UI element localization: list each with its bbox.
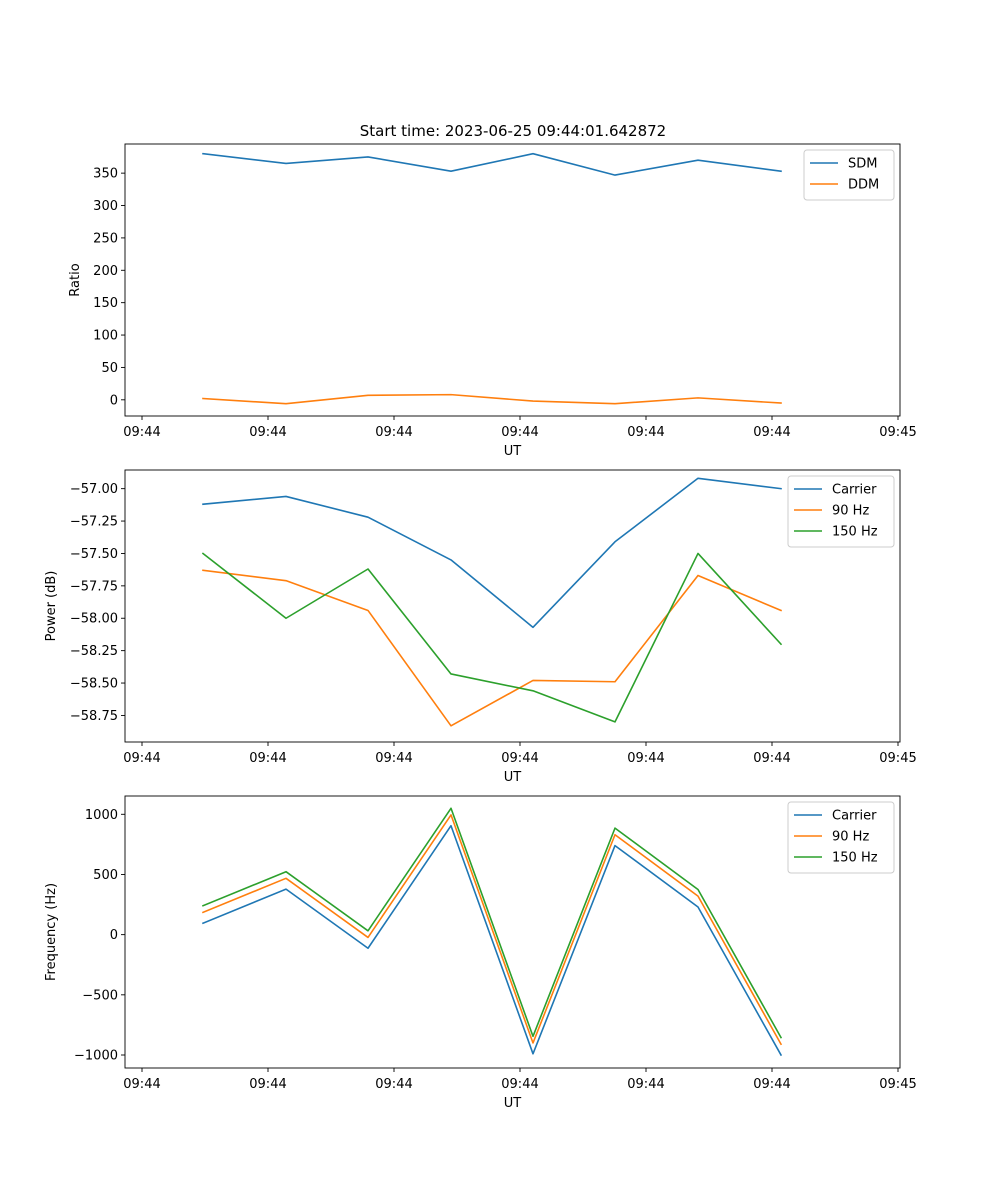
- series-line-carrier: [201, 824, 783, 1057]
- legend-label: DDM: [848, 178, 879, 193]
- y-tick-label: 0: [110, 393, 118, 408]
- y-tick-label: −1000: [74, 1049, 118, 1064]
- legend-label: 150 Hz: [832, 851, 878, 866]
- x-tick-label: 09:45: [879, 751, 916, 766]
- y-tick-label: 200: [93, 264, 118, 279]
- y-tick-label: −57.50: [70, 547, 118, 562]
- y-tick-label: −57.75: [70, 579, 118, 594]
- x-tick-label: 09:44: [501, 1077, 538, 1092]
- legend-label: SDM: [848, 157, 877, 172]
- y-tick-label: −500: [82, 988, 118, 1003]
- x-tick-label: 09:44: [375, 1077, 412, 1092]
- y-tick-label: 350: [93, 167, 118, 182]
- axes-frame: [124, 469, 901, 743]
- x-tick-label: 09:44: [123, 425, 160, 440]
- series-line-sdm: [202, 152, 782, 176]
- y-tick-label: 150: [93, 296, 118, 311]
- x-tick-label: 09:44: [753, 425, 790, 440]
- y-tick-label: 1000: [85, 808, 118, 823]
- subplot-3: 09:44 09:44 09:44 09:44 09:44 09:44 09:45 −1000…: [44, 795, 917, 1111]
- x-tick-label: 09:44: [753, 751, 790, 766]
- x-tick-label: 09:45: [879, 425, 916, 440]
- axes-frame: [124, 143, 901, 417]
- series-line-150-hz: [201, 552, 783, 723]
- y-tick-label: −58.75: [70, 709, 118, 724]
- x-tick-label: 09:44: [123, 751, 160, 766]
- y-tick-label: −58.50: [70, 677, 118, 692]
- plots: 09:44 09:44 09:44 09:44 09:44 09:44 09:45 0 50 10…: [44, 143, 917, 1111]
- y-tick-label: −57.00: [70, 482, 118, 497]
- y-tick-label: −58.00: [70, 612, 118, 627]
- x-tick-label: 09:44: [753, 1077, 790, 1092]
- x-tick-label: 09:44: [501, 751, 538, 766]
- x-axis-label: UT: [504, 1096, 522, 1111]
- y-tick-label: 500: [93, 868, 118, 883]
- y-tick-label: 250: [93, 231, 118, 246]
- x-tick-label: 09:44: [249, 425, 286, 440]
- y-tick-label: 300: [93, 199, 118, 214]
- x-tick-label: 09:44: [123, 1077, 160, 1092]
- legend-label: Carrier: [832, 809, 877, 824]
- y-tick-label: −58.25: [70, 644, 118, 659]
- x-tick-label: 09:44: [249, 1077, 286, 1092]
- series-line-carrier: [202, 477, 782, 629]
- y-axis-label: Ratio: [68, 263, 83, 296]
- axes-frame: [124, 795, 901, 1069]
- legend: Carrier 90 Hz 150 Hz: [787, 475, 895, 548]
- series-line-150-hz: [201, 807, 783, 1039]
- series-line-ddm: [202, 393, 782, 405]
- y-tick-label: −57.25: [70, 515, 118, 530]
- x-tick-label: 09:44: [375, 425, 412, 440]
- legend-box: [787, 475, 895, 548]
- x-tick-label: 09:44: [501, 425, 538, 440]
- x-tick-label: 09:44: [627, 1077, 664, 1092]
- series-line-90-hz: [201, 814, 783, 1046]
- figure-title: Start time: 2023-06-25 09:44:01.642872: [360, 122, 666, 140]
- x-tick-label: 09:44: [627, 751, 664, 766]
- y-axis-label: Power (dB): [44, 571, 59, 642]
- y-axis-label: Frequency (Hz): [44, 883, 59, 981]
- y-tick-label: 50: [101, 361, 118, 376]
- subplot-1: 09:44 09:44 09:44 09:44 09:44 09:44 09:45 0 50 10…: [68, 143, 917, 459]
- legend-label: Carrier: [832, 483, 877, 498]
- y-tick-label: 100: [93, 329, 118, 344]
- x-axis-label: UT: [504, 444, 522, 459]
- series-line-90-hz: [202, 569, 783, 727]
- subplot-2: 09:44 09:44 09:44 09:44 09:44 09:44 09:45 −57.0…: [44, 469, 917, 785]
- legend-label: 90 Hz: [832, 830, 869, 845]
- legend-label: 90 Hz: [832, 504, 869, 519]
- x-tick-label: 09:44: [375, 751, 412, 766]
- y-tick-label: 0: [110, 928, 118, 943]
- x-axis-label: UT: [504, 770, 522, 785]
- x-tick-label: 09:44: [249, 751, 286, 766]
- legend-box: [787, 801, 895, 874]
- legend: SDM DDM: [803, 149, 895, 201]
- x-tick-label: 09:45: [879, 1077, 916, 1092]
- legend-label: 150 Hz: [832, 525, 878, 540]
- x-tick-label: 09:44: [627, 425, 664, 440]
- legend: Carrier 90 Hz 150 Hz: [787, 801, 895, 874]
